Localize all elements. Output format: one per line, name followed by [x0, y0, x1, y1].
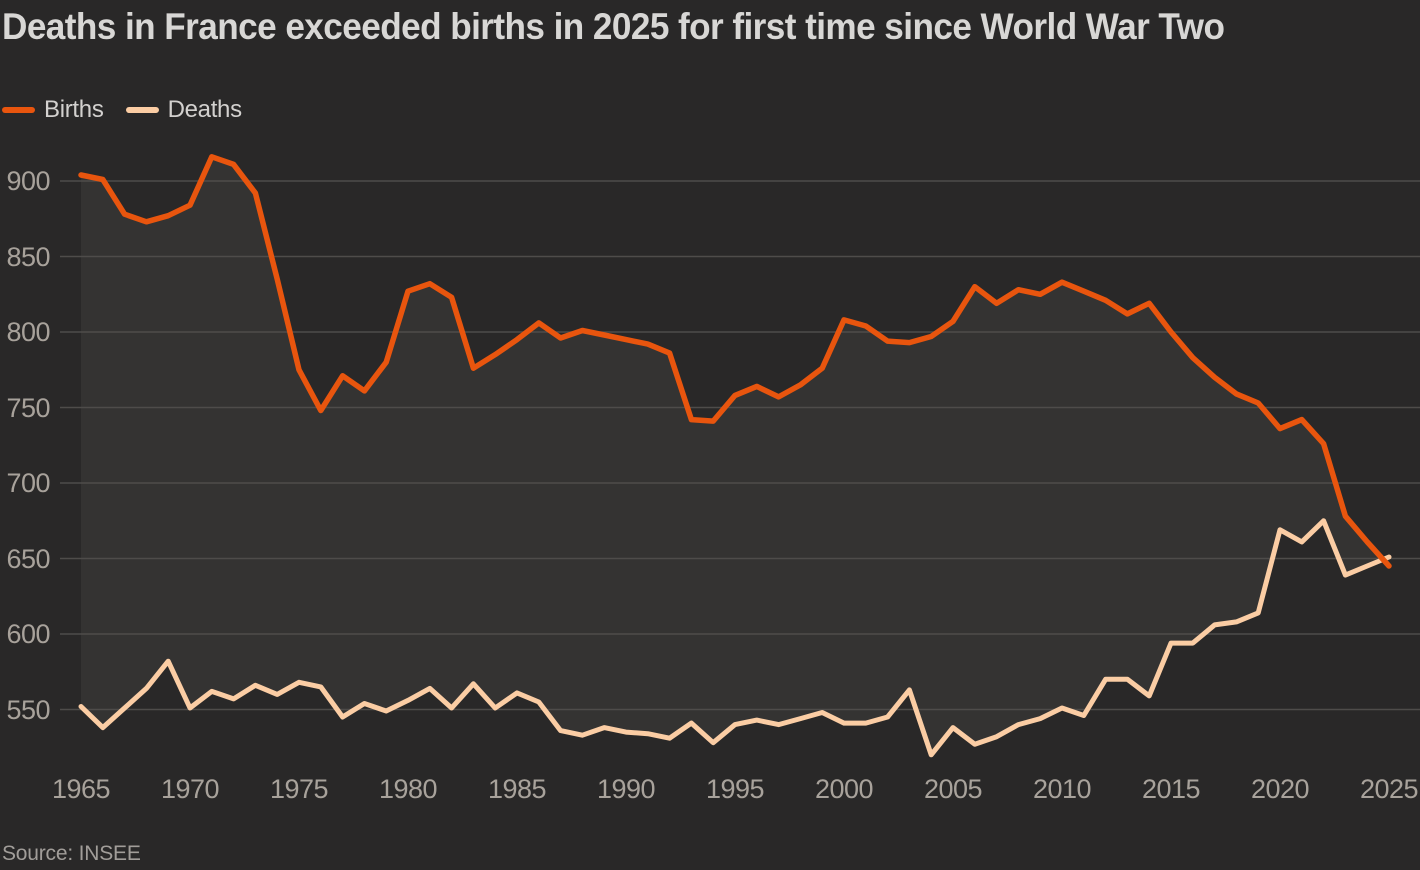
chart-title: Deaths in France exceeded births in 2025… — [2, 6, 1225, 47]
y-tick-label: 850 — [6, 241, 50, 272]
natural-increase-band — [81, 156, 1389, 755]
deaths-line — [78, 518, 1392, 758]
deaths-legend-label: Deaths — [167, 96, 243, 123]
legend-item-deaths: Deaths — [125, 96, 243, 124]
y-tick-label: 650 — [6, 543, 50, 574]
y-tick-label: 600 — [6, 619, 50, 649]
x-tick-label: 1985 — [487, 774, 547, 804]
births-line — [78, 154, 1392, 569]
y-tick-label: 750 — [6, 392, 50, 423]
legend: Births Deaths — [2, 96, 242, 124]
x-tick-label: 2020 — [1250, 774, 1310, 804]
x-tick-label: 2000 — [814, 774, 874, 804]
x-tick-label: 1975 — [269, 774, 329, 804]
x-tick-label: 1965 — [51, 774, 111, 804]
deaths-swatch — [125, 107, 159, 113]
x-tick-label: 1970 — [160, 774, 220, 804]
births-legend-label: Births — [44, 96, 104, 123]
x-tick-label: 2015 — [1141, 774, 1201, 804]
source-note: Source: INSEE — [2, 842, 141, 865]
x-tick-label: 1990 — [596, 774, 656, 804]
y-tick-label: 550 — [6, 694, 50, 725]
y-tick-label: 900 — [6, 166, 50, 196]
x-tick-label: 1980 — [378, 774, 438, 804]
legend-item-births: Births — [2, 96, 104, 124]
y-tick-label: 800 — [6, 317, 50, 347]
x-tick-label: 2010 — [1032, 774, 1092, 804]
births-swatch — [2, 107, 35, 113]
x-tick-label: 1995 — [705, 774, 765, 804]
x-tick-label: 2025 — [1359, 774, 1419, 804]
y-tick-label: 700 — [6, 468, 50, 498]
x-tick-label: 2005 — [923, 774, 983, 804]
